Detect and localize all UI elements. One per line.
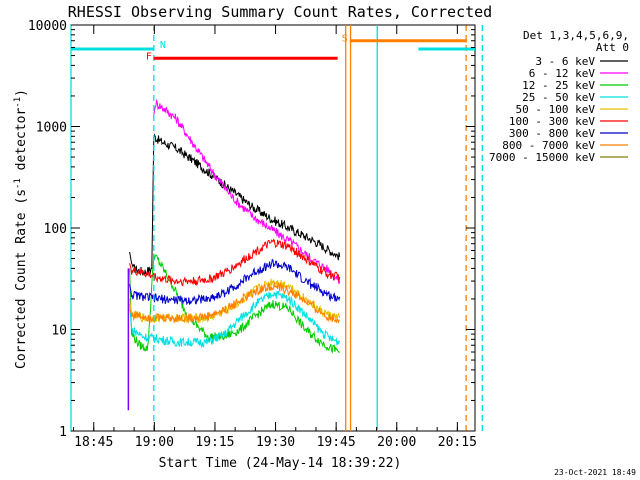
x-axis-label: Start Time (24-May-14 18:39:22) — [159, 456, 402, 471]
y-axis-label-exp1: -1 — [13, 178, 23, 189]
flare-marker-label: F — [146, 51, 152, 62]
y-axis-label: Corrected Count Rate (s-1 detector-1) — [13, 89, 29, 369]
x-axis: 18:45 19:00 19:15 19:30 19:45 20:00 20:15 — [73, 25, 477, 450]
x-tick-label: 19:30 — [256, 435, 295, 450]
y-axis-label-prefix: Corrected Count Rate (s — [14, 189, 29, 369]
y-axis: 1 10 100 1000 10000 — [28, 19, 475, 440]
y-tick-label: 10000 — [28, 19, 67, 34]
y-tick-label: 1 — [59, 425, 67, 440]
legend-entry-label: 3 - 6 keV — [535, 55, 595, 68]
chart-title: RHESSI Observing Summary Count Rates, Co… — [68, 3, 492, 21]
x-tick-label: 18:45 — [74, 435, 113, 450]
annotation-layer: NF S — [70, 25, 483, 431]
y-axis-label-exp2: -1 — [13, 97, 23, 108]
y-axis-label-suffix: ) — [14, 89, 29, 97]
legend-entry-label: 100 - 300 keV — [509, 115, 595, 128]
legend-entry-label: 7000 - 15000 keV — [489, 151, 595, 164]
footer-timestamp: 23-Oct-2021 18:49 — [554, 468, 636, 477]
series-line — [129, 258, 341, 306]
x-tick-label: 20:15 — [438, 435, 477, 450]
series-line — [129, 253, 340, 354]
series-line — [153, 98, 341, 284]
legend-entry-label: 6 - 12 keV — [529, 67, 596, 80]
plot-area — [129, 98, 341, 354]
series-line — [129, 238, 341, 287]
legend-header-line1: Det 1,3,4,5,6,9, — [523, 29, 629, 42]
x-tick-label: 20:00 — [377, 435, 416, 450]
legend-entry-label: 800 - 7000 keV — [502, 139, 595, 152]
legend-entry-label: 12 - 25 keV — [522, 79, 595, 92]
series-line — [129, 281, 341, 325]
y-axis-label-mid: detector — [14, 108, 29, 179]
x-tick-label: 19:15 — [195, 435, 234, 450]
legend-entry-label: 50 - 100 keV — [516, 103, 596, 116]
series-line — [129, 290, 341, 349]
series-line — [129, 133, 341, 276]
legend-entry-label: 25 - 50 keV — [522, 91, 595, 104]
night-marker-label: N — [160, 40, 166, 51]
legend-header-line2: Att 0 — [596, 41, 629, 54]
y-tick-label: 100 — [44, 222, 67, 237]
saa-marker-label: S — [342, 34, 348, 45]
x-tick-label: 19:00 — [135, 435, 174, 450]
legend-entry-label: 300 - 800 keV — [509, 127, 595, 140]
y-tick-label: 10 — [51, 324, 67, 339]
x-tick-label: 19:45 — [317, 435, 356, 450]
y-tick-label: 1000 — [36, 121, 67, 136]
